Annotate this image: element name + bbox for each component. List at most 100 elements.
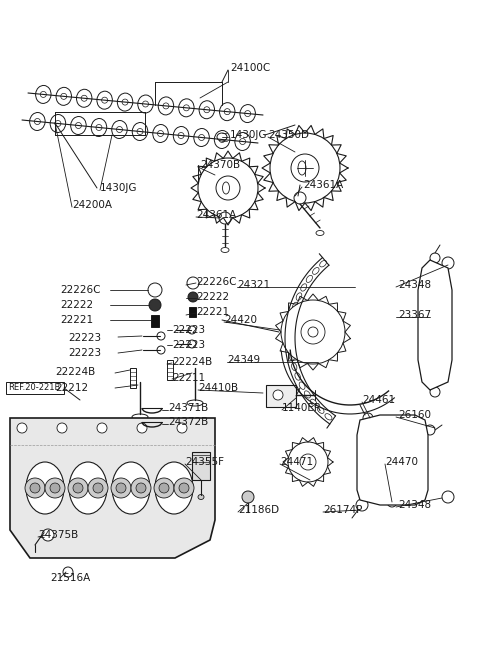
Ellipse shape: [50, 115, 66, 133]
Text: 24350D: 24350D: [268, 130, 309, 140]
Circle shape: [88, 478, 108, 498]
Ellipse shape: [179, 99, 194, 117]
Text: 24372B: 24372B: [168, 417, 208, 427]
Bar: [130, 368, 136, 388]
Text: 24471: 24471: [280, 457, 313, 467]
Circle shape: [240, 138, 246, 144]
Circle shape: [97, 423, 107, 433]
Ellipse shape: [69, 462, 107, 514]
Text: 24461: 24461: [362, 395, 395, 405]
Circle shape: [188, 340, 196, 348]
Circle shape: [102, 97, 108, 103]
Ellipse shape: [215, 131, 230, 148]
Circle shape: [73, 483, 83, 493]
Circle shape: [199, 134, 204, 140]
Ellipse shape: [30, 113, 45, 131]
Text: 22223: 22223: [172, 340, 205, 350]
Ellipse shape: [194, 129, 209, 146]
Text: 24420: 24420: [224, 315, 257, 325]
Circle shape: [149, 299, 161, 311]
Circle shape: [111, 478, 131, 498]
Circle shape: [219, 212, 231, 224]
Circle shape: [45, 478, 65, 498]
Circle shape: [154, 478, 174, 498]
Ellipse shape: [221, 247, 229, 253]
Circle shape: [30, 483, 40, 493]
Text: 24348: 24348: [398, 500, 431, 510]
Circle shape: [442, 257, 454, 269]
Text: 22223: 22223: [68, 348, 101, 358]
Circle shape: [136, 483, 146, 493]
Text: 24370B: 24370B: [200, 160, 240, 170]
Circle shape: [122, 99, 128, 105]
Bar: [266, 385, 296, 407]
Ellipse shape: [138, 95, 153, 113]
Circle shape: [116, 483, 126, 493]
Text: 24200A: 24200A: [72, 200, 112, 210]
Text: 24355F: 24355F: [185, 457, 224, 467]
Text: 24361A: 24361A: [303, 180, 343, 190]
Circle shape: [183, 105, 190, 111]
Circle shape: [159, 483, 169, 493]
Circle shape: [117, 127, 122, 133]
Circle shape: [442, 491, 454, 503]
Text: 22223: 22223: [68, 333, 101, 343]
Circle shape: [430, 387, 440, 397]
Text: 22221: 22221: [196, 307, 229, 317]
Circle shape: [294, 192, 306, 204]
Text: 1430JG: 1430JG: [100, 183, 137, 193]
Text: 21186D: 21186D: [238, 505, 279, 515]
Ellipse shape: [36, 85, 51, 104]
Circle shape: [387, 497, 397, 507]
Circle shape: [17, 423, 27, 433]
Text: 22223: 22223: [172, 325, 205, 335]
Text: 26160: 26160: [398, 410, 431, 420]
Circle shape: [204, 107, 210, 113]
Circle shape: [281, 300, 345, 364]
Bar: [192, 452, 210, 480]
Circle shape: [219, 136, 225, 142]
Circle shape: [55, 121, 61, 127]
Circle shape: [179, 483, 189, 493]
Circle shape: [81, 95, 87, 101]
Text: 22224B: 22224B: [172, 357, 212, 367]
Circle shape: [177, 423, 187, 433]
Text: 24375B: 24375B: [38, 530, 78, 540]
Ellipse shape: [240, 104, 255, 123]
Text: 22224B: 22224B: [55, 367, 95, 377]
Ellipse shape: [217, 133, 227, 141]
Ellipse shape: [187, 400, 203, 406]
Ellipse shape: [112, 462, 150, 514]
Polygon shape: [418, 260, 452, 390]
Ellipse shape: [117, 93, 133, 111]
Circle shape: [143, 101, 148, 107]
Text: 22211: 22211: [172, 373, 205, 383]
Circle shape: [224, 109, 230, 115]
Polygon shape: [357, 415, 428, 505]
Text: REF.20-221B: REF.20-221B: [8, 384, 60, 392]
Circle shape: [270, 133, 340, 203]
Circle shape: [363, 413, 373, 423]
Polygon shape: [10, 418, 215, 558]
Ellipse shape: [71, 117, 86, 134]
Text: 24361A: 24361A: [196, 210, 236, 220]
Circle shape: [137, 423, 147, 433]
Circle shape: [93, 483, 103, 493]
Ellipse shape: [132, 123, 148, 140]
Circle shape: [288, 442, 328, 482]
Ellipse shape: [112, 121, 127, 138]
Bar: [151, 315, 159, 327]
Bar: [189, 307, 196, 317]
Circle shape: [163, 103, 169, 109]
Text: 24100C: 24100C: [230, 63, 270, 73]
Ellipse shape: [219, 102, 235, 121]
Circle shape: [137, 129, 143, 134]
Ellipse shape: [155, 462, 193, 514]
Ellipse shape: [173, 127, 189, 144]
Circle shape: [157, 332, 165, 340]
Circle shape: [430, 253, 440, 263]
Circle shape: [188, 292, 198, 302]
Ellipse shape: [298, 161, 306, 175]
Bar: [6, 382, 64, 394]
Ellipse shape: [158, 97, 174, 115]
